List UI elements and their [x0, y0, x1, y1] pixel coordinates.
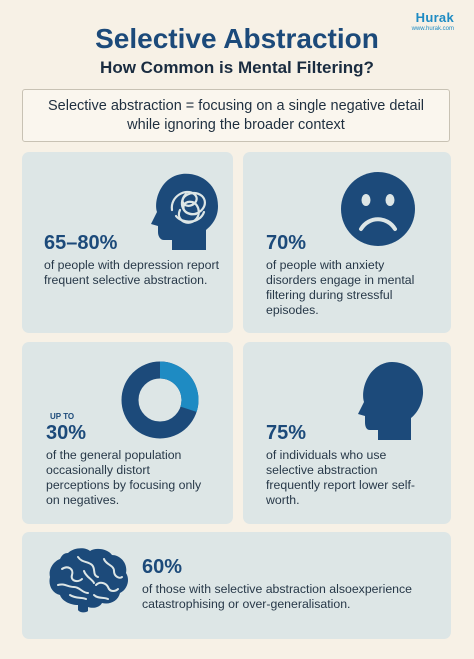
- stat-value: 70%: [266, 232, 307, 254]
- stat-description: of those with selective abstraction also…: [142, 582, 412, 611]
- stat-card-anxiety: 70% of people with anxiety disorders eng…: [243, 152, 451, 333]
- definition-box: Selective abstraction = focusing on a si…: [22, 89, 450, 142]
- definition-text: Selective abstraction = focusing on a si…: [47, 97, 425, 133]
- stat-description: of individuals who use selective abstrac…: [266, 448, 415, 507]
- stat-value: 60%: [142, 556, 183, 578]
- page-title: Selective Abstraction: [95, 23, 379, 54]
- sad-face-icon: [341, 172, 415, 246]
- head-profile-icon: [358, 362, 424, 440]
- brand-url: www.hurak.com: [411, 26, 454, 32]
- stat-value: 65–80%: [44, 232, 118, 254]
- brand-name: Hurak: [415, 10, 454, 25]
- brand-logo: Hurak www.hurak.com: [412, 11, 454, 33]
- stat-value: 30%: [46, 422, 87, 444]
- donut-chart-slice: [159, 361, 199, 412]
- stat-card-catastrophising: 60% of those with selective abstraction …: [22, 532, 451, 639]
- page-subtitle: How Common is Mental Filtering?: [100, 58, 374, 77]
- head-tangled-thoughts-icon: [151, 173, 218, 250]
- stat-description: of people with depression report frequen…: [44, 258, 219, 287]
- donut-chart-icon: [121, 361, 199, 439]
- brain-icon: [49, 548, 128, 613]
- stat-value: 75%: [266, 422, 307, 444]
- stat-card-self-worth: 75% of individuals who use selective abs…: [243, 342, 451, 524]
- stat-description: of the general population occasionally d…: [46, 448, 202, 507]
- stat-card-depression: 65–80% of people with depression report …: [22, 152, 233, 333]
- stat-card-general-population: UP TO 30% of the general population occa…: [22, 342, 233, 524]
- stat-description: of people with anxiety disorders engage …: [266, 258, 415, 317]
- stat-prefix: UP TO: [50, 412, 75, 421]
